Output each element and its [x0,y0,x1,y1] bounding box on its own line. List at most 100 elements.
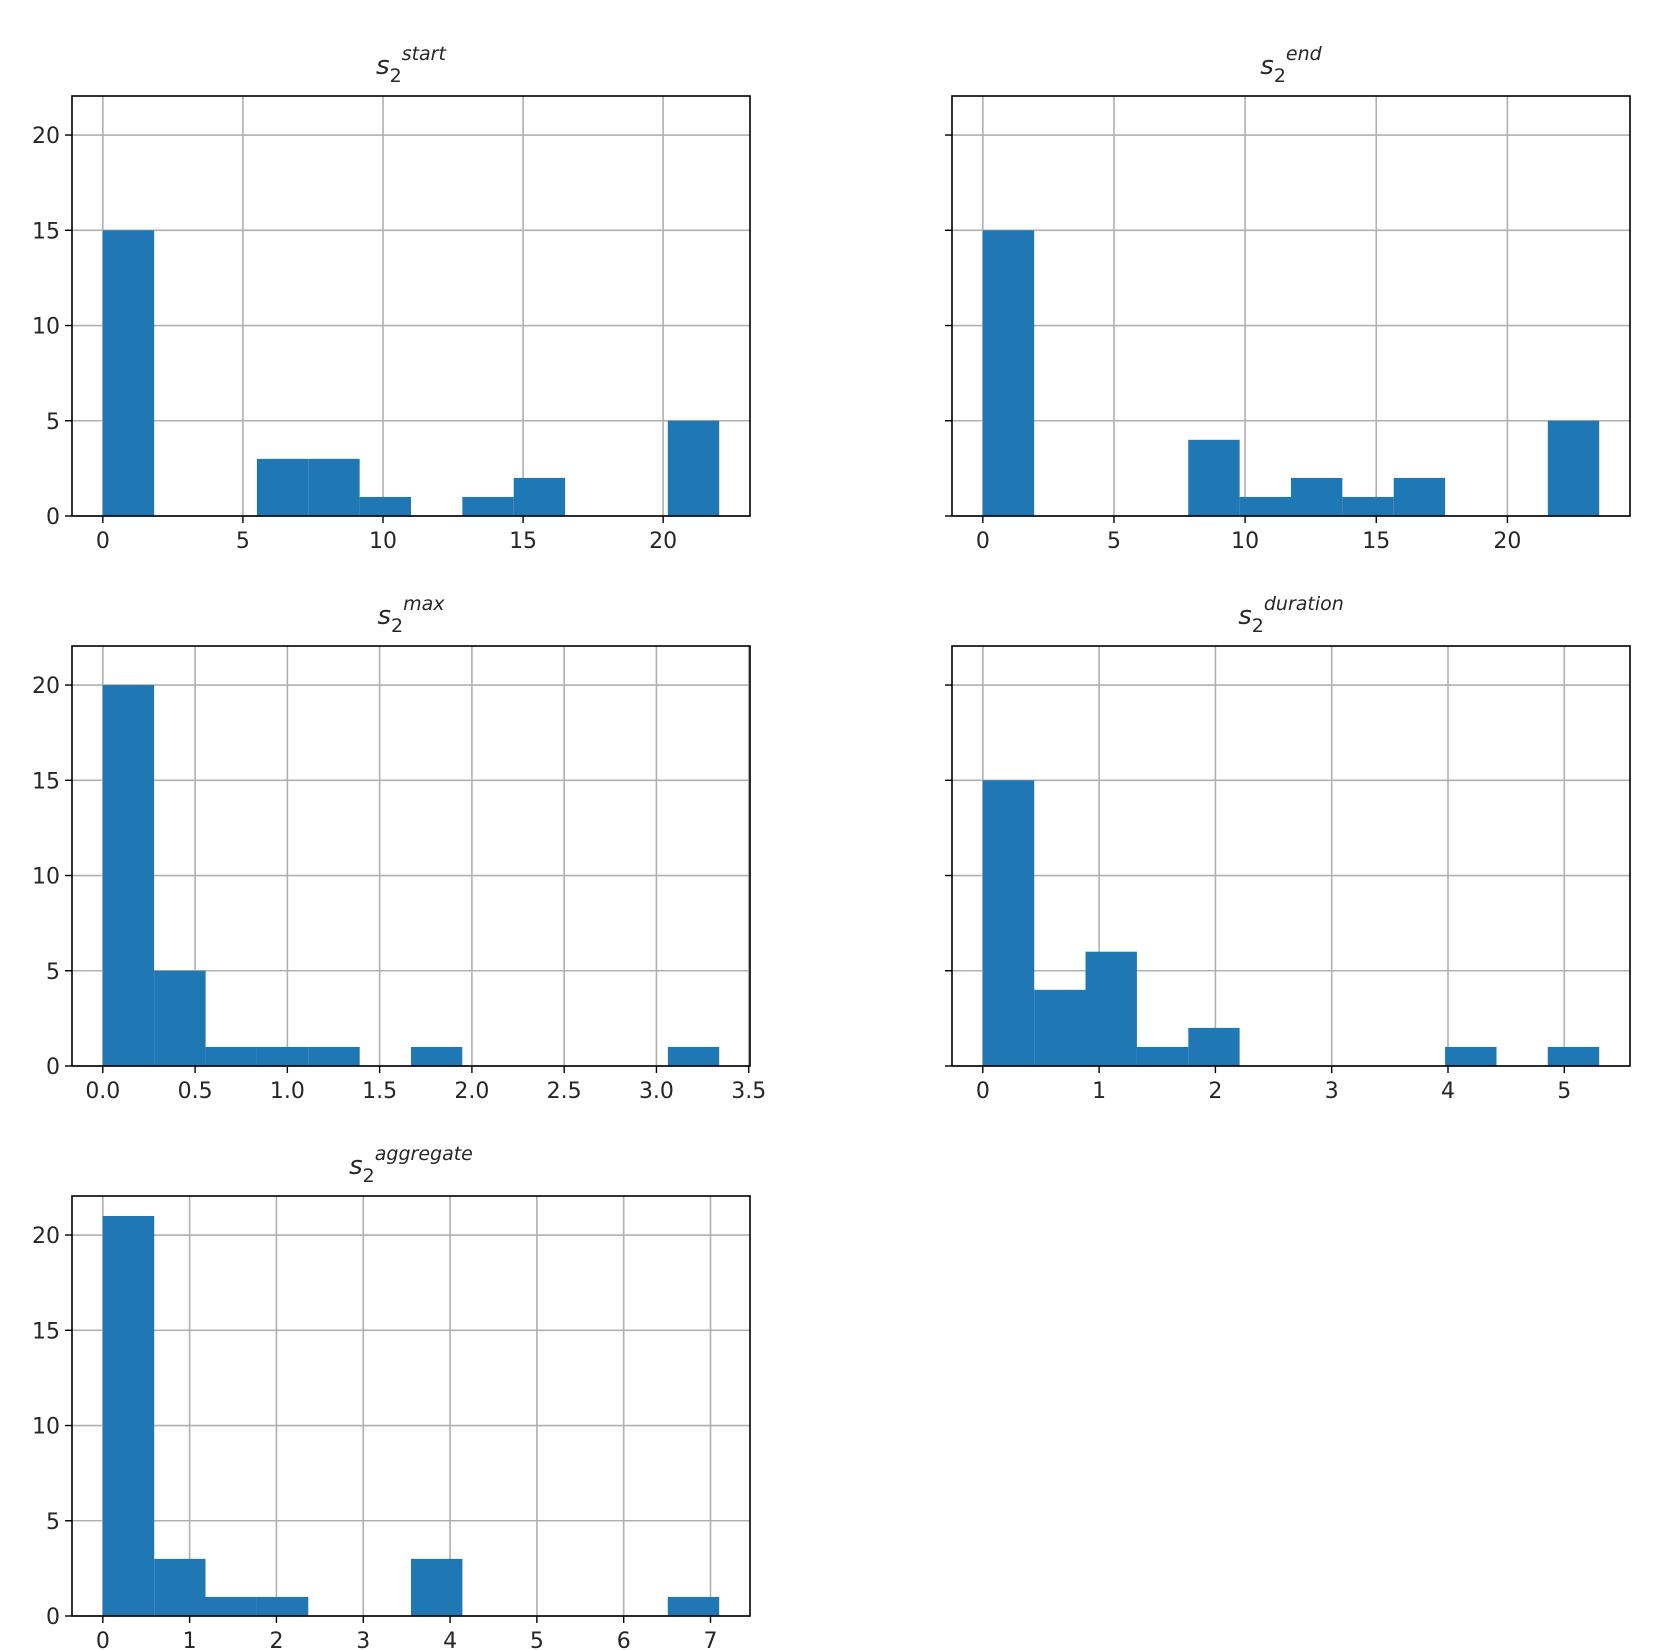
subplot: 0 5 10 15 20 s2end [945,43,1631,554]
subplot-title: s2max [377,593,445,637]
x-tick-label: 5 [236,529,250,554]
plot-frame [951,95,1631,517]
title-base: s [1238,601,1252,631]
x-tick-label: 3.0 [639,1079,674,1104]
plot-frame [951,645,1631,1067]
x-tick-label: 4 [443,1629,457,1650]
x-tick-label: 0 [976,529,990,554]
x-tick-label: 15 [1362,529,1390,554]
bar [1342,496,1394,516]
title-base: s [1260,51,1274,81]
y-tick-label: 10 [32,1415,60,1440]
bar [102,1216,155,1616]
x-tick-label: 15 [509,529,537,554]
x-tick-label: 3 [356,1629,370,1650]
x-tick-label: 1.0 [270,1079,305,1104]
x-tick-label: 0.5 [178,1079,213,1104]
x-tick-label: 2 [1208,1079,1222,1104]
bar [982,780,1035,1066]
x-tick-label: 5 [1557,1079,1571,1104]
x-tick-label: 5 [530,1629,544,1650]
x-tick-label: 4 [1441,1079,1455,1104]
bar [256,1046,309,1066]
bar [1136,1046,1189,1066]
x-tick-label: 0 [976,1079,990,1104]
x-tick-label: 3 [1325,1079,1339,1104]
title-sub: 2 [1274,65,1286,87]
title-sup: duration [1264,593,1344,615]
bar [1188,439,1240,516]
x-tick-label: 5 [1107,529,1121,554]
x-tick-label: 2 [269,1629,283,1650]
x-tick-label: 2.0 [454,1079,489,1104]
bar [102,230,155,517]
bar [256,458,309,516]
bar [1547,1046,1600,1066]
bar [154,1558,206,1616]
x-tick-label: 0 [96,529,110,554]
title-sub: 2 [1252,615,1264,637]
x-tick-label: 10 [369,529,397,554]
bar [982,230,1035,517]
y-tick-label: 10 [32,315,60,340]
y-tick-label: 10 [32,865,60,890]
plot-frame [71,1195,751,1617]
title-sub: 2 [391,615,403,637]
subplot-title: s2aggregate [349,1143,473,1187]
y-tick-label: 5 [46,410,60,435]
title-sup: end [1286,43,1323,65]
bar [1445,1046,1497,1066]
bar [1085,951,1137,1066]
y-tick-label: 15 [32,219,60,244]
bar [667,420,720,516]
title-sup: start [402,43,448,65]
title-base: s [349,1151,363,1181]
x-tick-label: 20 [649,529,677,554]
x-tick-label: 0 [96,1629,110,1650]
x-tick-label: 1.5 [362,1079,397,1104]
x-tick-label: 0.0 [85,1079,120,1104]
y-tick-label: 0 [46,1605,60,1630]
y-tick-label: 5 [46,1510,60,1535]
plot-frame [71,645,751,1067]
x-tick-label: 1 [1092,1079,1106,1104]
bar [205,1046,257,1066]
title-base: s [376,51,390,81]
y-tick-label: 5 [46,960,60,985]
y-tick-label: 20 [32,1224,60,1249]
bar [308,1046,360,1066]
bar [462,496,514,516]
bar [256,1596,309,1616]
title-sub: 2 [363,1165,375,1187]
bar [102,685,155,1066]
x-tick-label: 20 [1493,529,1521,554]
bar [205,1596,257,1616]
bar [1291,477,1343,516]
bar [308,458,360,516]
bar [411,1046,463,1066]
x-tick-label: 2.5 [547,1079,582,1104]
y-tick-label: 0 [46,505,60,530]
bar [359,496,411,516]
bar [667,1596,720,1616]
subplot-title: s2end [1260,43,1322,87]
y-tick-label: 20 [32,674,60,699]
title-base: s [377,601,391,631]
subplot: 0.0 0.5 1.0 1.5 2.0 2.5 3.0 3.5 0 5 10 15 20 s2max [32,593,766,1104]
title-sub: 2 [390,65,402,87]
x-tick-label: 6 [617,1629,631,1650]
subplot: 0 5 10 15 20 0 5 10 15 20 s2start [32,43,751,554]
x-tick-label: 3.5 [731,1079,766,1104]
plot-frame [71,95,751,517]
bar [1239,496,1291,516]
y-tick-label: 15 [32,769,60,794]
bar [1393,477,1446,516]
title-sup: aggregate [375,1143,473,1165]
bar [513,477,566,516]
subplot-title: s2start [376,43,447,87]
y-tick-label: 0 [46,1055,60,1080]
x-tick-label: 1 [183,1629,197,1650]
